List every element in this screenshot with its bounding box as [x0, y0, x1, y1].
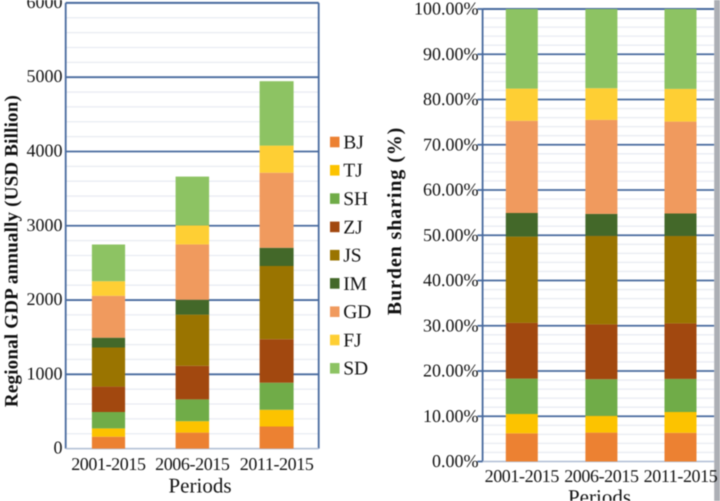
svg-text:2001-2015: 2001-2015	[71, 454, 146, 474]
svg-text:IM: IM	[343, 274, 367, 295]
svg-text:Regional GDP annually (USD Bil: Regional GDP annually (USD Billion)	[2, 95, 23, 407]
svg-text:50.00%: 50.00%	[423, 225, 479, 245]
svg-text:40.00%: 40.00%	[423, 270, 479, 290]
svg-text:100.00%: 100.00%	[414, 0, 479, 19]
svg-text:2011-2015: 2011-2015	[240, 454, 314, 474]
svg-text:5000: 5000	[27, 66, 63, 86]
svg-text:0.00%: 0.00%	[432, 451, 479, 471]
svg-text:Burden sharing (%): Burden sharing (%)	[384, 127, 406, 315]
svg-text:FJ: FJ	[343, 330, 362, 351]
svg-text:ZJ: ZJ	[343, 217, 363, 238]
svg-text:GD: GD	[343, 302, 371, 323]
svg-text:SH: SH	[343, 189, 368, 210]
svg-text:60.00%: 60.00%	[423, 180, 479, 200]
svg-text:20.00%: 20.00%	[423, 361, 479, 381]
svg-text:80.00%: 80.00%	[423, 89, 479, 109]
svg-text:10.00%: 10.00%	[423, 406, 479, 426]
svg-text:2001-2015: 2001-2015	[485, 466, 560, 486]
svg-text:JS: JS	[343, 246, 361, 267]
svg-text:Periods: Periods	[169, 474, 232, 498]
svg-text:90.00%: 90.00%	[423, 44, 479, 64]
svg-text:30.00%: 30.00%	[423, 315, 479, 335]
svg-text:2006-2015: 2006-2015	[564, 466, 639, 486]
svg-text:1000: 1000	[27, 363, 63, 383]
svg-text:Periods: Periods	[568, 485, 631, 501]
svg-text:TJ: TJ	[343, 161, 363, 182]
svg-text:4000: 4000	[27, 141, 63, 161]
svg-text:70.00%: 70.00%	[423, 134, 479, 154]
svg-text:2000: 2000	[27, 289, 63, 309]
svg-text:2011-2015: 2011-2015	[644, 466, 718, 486]
svg-text:2006-2015: 2006-2015	[155, 454, 230, 474]
svg-text:6000: 6000	[27, 0, 63, 12]
svg-text:BJ: BJ	[343, 132, 364, 153]
svg-text:0: 0	[54, 438, 63, 458]
svg-text:3000: 3000	[27, 215, 63, 235]
svg-text:SD: SD	[343, 359, 368, 380]
